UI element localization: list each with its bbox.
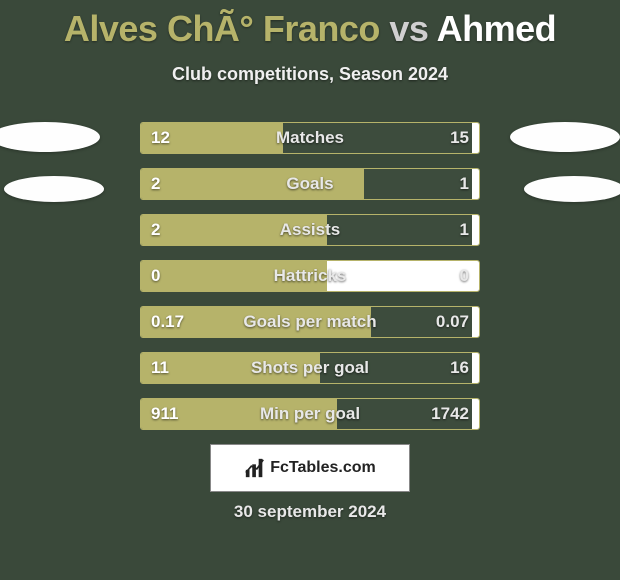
stat-value-left: 12 [151, 123, 170, 153]
stat-value-right: 1 [460, 169, 469, 199]
ellipse-shape [4, 176, 104, 202]
stat-label: Goals per match [141, 307, 479, 337]
stat-label: Min per goal [141, 399, 479, 429]
ellipse-shape [510, 122, 620, 152]
stat-value-left: 11 [151, 353, 169, 383]
stat-row: Hattricks0 0 [140, 260, 480, 292]
stat-label: Matches [141, 123, 479, 153]
stats-bars-container: Matches1215Goals21Assists21Hattricks00Go… [140, 122, 480, 444]
stat-value-right: 16 [450, 353, 469, 383]
title-player2: Ahmed [437, 8, 557, 49]
stat-value-right: 15 [450, 123, 469, 153]
stat-label: Shots per goal [141, 353, 479, 383]
stat-value-left: 2 [151, 169, 160, 199]
stat-value-right: 0.07 [436, 307, 469, 337]
page-title: Alves ChÃ° Franco vs Ahmed [0, 0, 620, 50]
left-photo-placeholder [0, 122, 110, 226]
footer-date: 30 september 2024 [0, 502, 620, 522]
stat-value-left: 911 [151, 399, 178, 429]
title-player1: Alves ChÃ° Franco [64, 8, 380, 49]
subtitle: Club competitions, Season 2024 [0, 64, 620, 85]
stat-value-left: 0 [151, 261, 160, 291]
stat-value-left: 2 [151, 215, 160, 245]
stat-row: Min per goal911 1742 [140, 398, 480, 430]
stat-row: Goals per match0.17 0.07 [140, 306, 480, 338]
bar-chart-icon [244, 457, 266, 479]
stat-row: Shots per goal11 16 [140, 352, 480, 384]
stat-value-right: 1742 [431, 399, 469, 429]
stat-value-right: 0 [460, 261, 469, 291]
right-photo-placeholder [510, 122, 620, 226]
stat-label: Hattricks [141, 261, 479, 291]
stat-label: Assists [141, 215, 479, 245]
stat-row: Goals2 1 [140, 168, 480, 200]
stat-row: Assists2 1 [140, 214, 480, 246]
ellipse-shape [524, 176, 620, 202]
stat-value-left: 0.17 [151, 307, 184, 337]
stat-value-right: 1 [460, 215, 469, 245]
stat-row: Matches12 15 [140, 122, 480, 154]
stat-label: Goals [141, 169, 479, 199]
logo-box: FcTables.com [210, 444, 410, 492]
logo-text: FcTables.com [270, 459, 376, 477]
title-vs: vs [389, 8, 428, 49]
ellipse-shape [0, 122, 100, 152]
